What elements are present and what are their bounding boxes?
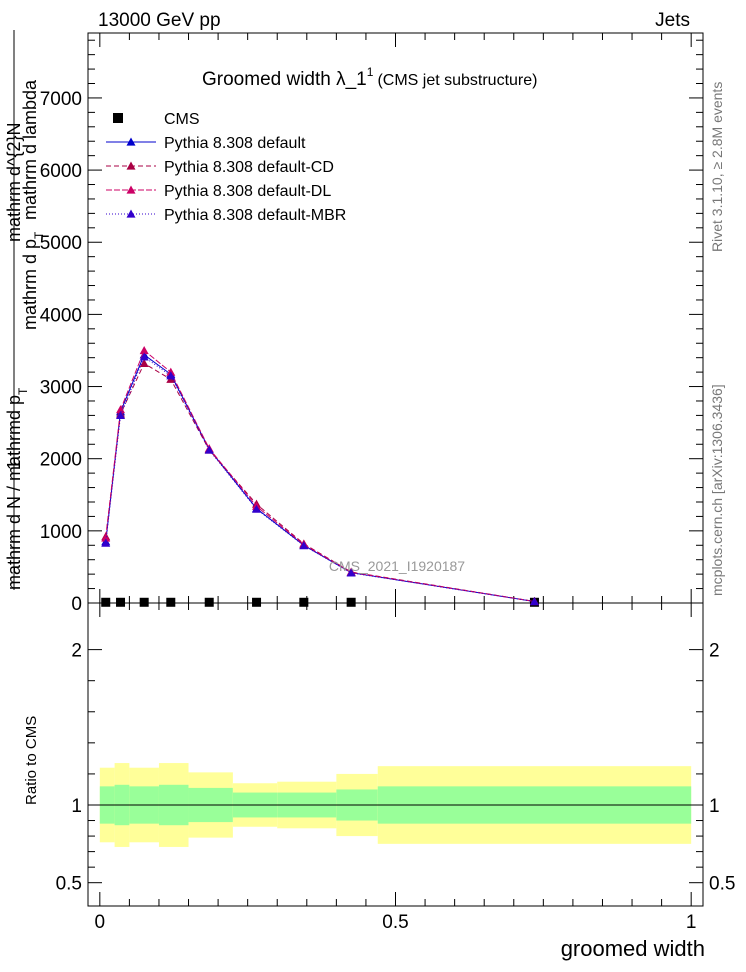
y-tick-label: 2000 — [40, 450, 82, 471]
series-point — [252, 504, 262, 513]
series-point — [529, 597, 539, 606]
ratio-bands — [99, 763, 692, 847]
ratio-y-tick-label-right: 2 — [709, 641, 720, 662]
y-tick-label: 1000 — [40, 522, 82, 543]
cms-data-point — [166, 597, 176, 607]
series-3 — [101, 345, 539, 606]
cms-data-point — [252, 597, 262, 607]
chart-subtitle: (CMS jet substructure) — [377, 72, 537, 89]
legend-marker-square — [113, 113, 123, 123]
series-0 — [101, 597, 539, 607]
y-title-rest2-sub: T — [32, 231, 46, 239]
series-2 — [101, 358, 539, 606]
series-line — [105, 356, 535, 603]
ratio-axis-ticks: 0.5 0.5 1 1 2 2 — [56, 641, 736, 895]
analysis-watermark: CMS_2021_I1920187 — [329, 558, 465, 574]
legend-entry-label: Pythia 8.308 default-DL — [164, 183, 331, 200]
rivet-label: Rivet 3.1.10, ≥ 2.8M events — [709, 82, 725, 252]
series-line — [105, 354, 535, 603]
ratio-y-tick-label: 1 — [71, 796, 82, 817]
ratio-y-tick-label-right: 1 — [709, 796, 720, 817]
series-point — [101, 538, 111, 547]
series-point — [139, 358, 149, 368]
series-1 — [101, 350, 539, 606]
x-tick-label: 1 — [686, 912, 697, 933]
mcplots-label: mcplots.cern.ch [arXiv:1306.3436] — [709, 384, 725, 596]
legend-entry-label: CMS — [164, 111, 200, 128]
y-tick-label: 5000 — [40, 233, 82, 254]
series-point — [166, 371, 176, 380]
series-point — [101, 533, 111, 542]
cms-data-point — [204, 597, 214, 607]
series-4 — [101, 352, 539, 606]
y-tick-label: 4000 — [40, 305, 82, 326]
cms-data-point — [139, 597, 149, 607]
y-title-rest2: mathrm d p — [20, 239, 40, 330]
chart-title-main: Groomed width λ_1 — [202, 69, 367, 90]
cms-data-point — [116, 597, 126, 607]
legend: CMS Pythia 8.308 default Pythia 8.308 defa… — [106, 111, 346, 224]
cms-data-point — [346, 597, 356, 607]
legend-entry-label: Pythia 8.308 default — [164, 135, 306, 152]
chart-title-sup: 1 — [367, 65, 374, 79]
series-point — [139, 352, 149, 361]
chart-title: Groomed width λ_11 (CMS jet substructure) — [202, 65, 537, 90]
series-point — [346, 568, 356, 577]
ratio-y-tick-label: 2 — [71, 641, 82, 662]
legend-marker-triangle — [126, 161, 136, 170]
y-title-rest: mathrm d^{2}N — [4, 123, 24, 243]
series-layer — [101, 345, 539, 607]
y-title-rest3: mathrm d lambda — [20, 79, 40, 220]
series-line — [105, 362, 535, 602]
y-axis-title-second-line: mathrm d pT mathrm d lambda — [20, 79, 46, 330]
legend-marker-triangle — [126, 209, 136, 218]
y-tick-label: 7000 — [40, 89, 82, 110]
x-axis-title: groomed width — [561, 936, 705, 961]
ratio-y-axis-title: Ratio to CMS — [23, 716, 40, 805]
svg-text:mathrm d pT: mathrm d pT — [20, 231, 46, 330]
legend-marker-triangle — [126, 137, 136, 146]
main-axis-ticks: 0 1000 2000 3000 4000 5000 6000 7000 0 0.5 1 — [40, 33, 703, 933]
legend-marker-triangle — [126, 185, 136, 194]
header-energy-label: 13000 GeV pp — [98, 10, 221, 31]
series-point — [299, 541, 309, 550]
y-tick-label: 3000 — [40, 378, 82, 399]
y-title-main-sub: T — [16, 387, 30, 395]
series-point — [139, 345, 149, 355]
series-point — [204, 445, 214, 454]
x-tick-label: 0.5 — [382, 912, 408, 933]
ratio-y-tick-label: 0.5 — [56, 874, 82, 895]
legend-entry-label: Pythia 8.308 default-CD — [164, 159, 334, 176]
cms-data-point — [299, 597, 309, 607]
ratio-y-tick-label-right: 0.5 — [709, 874, 735, 895]
y-tick-label: 6000 — [40, 161, 82, 182]
legend-entry-label: Pythia 8.308 default-MBR — [164, 207, 346, 224]
series-point — [116, 410, 126, 420]
cms-data-point — [101, 597, 111, 607]
header-process-label: Jets — [655, 10, 690, 31]
series-point — [116, 405, 126, 414]
y-axis-title: mathrm d N / mathrmd pT 1 — [4, 30, 30, 590]
series-line — [105, 349, 535, 602]
svg-text:mathrm d N / mathrmd pT: mathrm d N / mathrmd pT — [4, 387, 30, 590]
ratio-plot-frame — [87, 602, 704, 907]
y-axis-title-top: mathrm d^{2}N — [4, 123, 24, 243]
x-tick-label: 0 — [95, 912, 106, 933]
y-tick-label: 0 — [71, 594, 82, 615]
